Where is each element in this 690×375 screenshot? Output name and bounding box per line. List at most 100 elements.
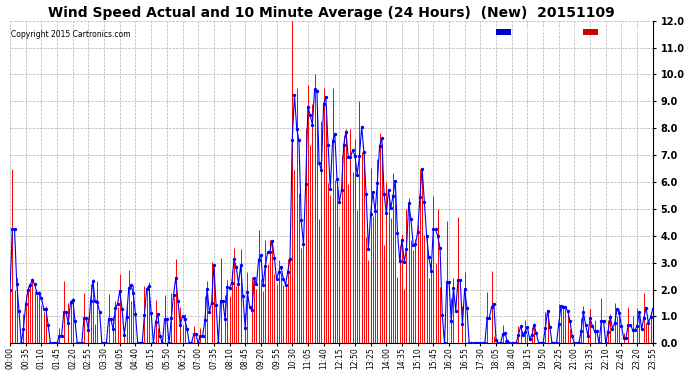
Point <box>489 301 500 307</box>
Point <box>54 333 65 339</box>
Point <box>509 340 520 346</box>
Point <box>97 340 108 346</box>
Point <box>415 194 426 200</box>
Point <box>600 340 611 346</box>
Point <box>20 301 31 307</box>
Point <box>45 340 56 346</box>
Point <box>135 340 146 346</box>
Point <box>16 340 27 346</box>
Point <box>316 167 327 173</box>
Point <box>390 178 401 184</box>
Point <box>544 324 555 330</box>
Point <box>403 201 414 207</box>
Point <box>5 286 16 292</box>
Point <box>343 153 354 159</box>
Point <box>586 323 598 329</box>
Point <box>607 326 618 332</box>
Point <box>410 242 421 248</box>
Point <box>358 149 369 155</box>
Point <box>613 309 624 315</box>
Point <box>76 340 87 346</box>
Point <box>41 306 52 312</box>
Point <box>322 142 333 148</box>
Point <box>275 264 286 270</box>
Point <box>38 306 49 312</box>
Point <box>150 319 161 325</box>
Point <box>448 285 459 291</box>
Point <box>354 153 365 159</box>
Point <box>27 278 38 284</box>
Point <box>345 153 356 159</box>
Point <box>177 313 188 319</box>
Point <box>224 285 235 291</box>
Point <box>49 340 60 346</box>
Point <box>631 323 642 329</box>
Point <box>558 303 569 309</box>
Point <box>94 309 105 315</box>
Point <box>444 279 455 285</box>
Point <box>513 332 524 338</box>
Point <box>331 176 342 182</box>
Point <box>309 86 320 92</box>
Point <box>645 314 656 320</box>
Point <box>11 281 22 287</box>
Point <box>580 322 591 328</box>
Point <box>502 339 513 345</box>
Point <box>179 316 190 322</box>
Point <box>372 180 383 186</box>
Point <box>108 327 119 333</box>
Point <box>43 322 54 328</box>
Point <box>589 328 600 334</box>
Point <box>625 322 636 328</box>
Point <box>208 262 219 268</box>
Point <box>244 304 255 310</box>
Point <box>553 321 564 327</box>
Point <box>376 135 387 141</box>
Point <box>477 340 488 346</box>
Point <box>18 326 29 332</box>
Point <box>79 315 90 321</box>
Point <box>397 237 408 243</box>
Point <box>334 199 345 205</box>
Point <box>230 264 241 270</box>
Point <box>437 312 448 318</box>
Point <box>593 340 604 346</box>
Point <box>14 308 25 314</box>
Point <box>370 208 381 214</box>
Point <box>459 286 470 292</box>
Point <box>383 187 394 193</box>
Point <box>117 306 128 312</box>
Point <box>284 256 295 262</box>
Point <box>327 138 338 144</box>
Point <box>132 340 144 346</box>
Point <box>90 298 101 304</box>
Point <box>278 276 289 282</box>
Legend: 10 Min Avg (mph), Wind (mph): 10 Min Avg (mph), Wind (mph) <box>494 26 646 38</box>
Point <box>175 322 186 328</box>
Point <box>542 308 553 314</box>
Point <box>146 310 157 316</box>
Point <box>506 340 518 346</box>
Point <box>529 322 540 328</box>
Point <box>296 217 307 223</box>
Point <box>446 318 457 324</box>
Point <box>493 340 504 346</box>
Point <box>115 288 126 294</box>
Point <box>471 340 482 346</box>
Point <box>578 309 589 315</box>
Point <box>215 297 226 303</box>
Point <box>417 166 428 172</box>
Point <box>520 328 531 334</box>
Point <box>638 315 649 321</box>
Point <box>491 337 502 343</box>
Point <box>602 329 613 335</box>
Point <box>172 298 184 304</box>
Point <box>85 298 96 304</box>
Point <box>584 315 595 321</box>
Point <box>56 333 67 339</box>
Point <box>266 237 277 243</box>
Point <box>128 290 139 296</box>
Point <box>555 303 566 309</box>
Point <box>157 340 168 346</box>
Point <box>186 340 197 346</box>
